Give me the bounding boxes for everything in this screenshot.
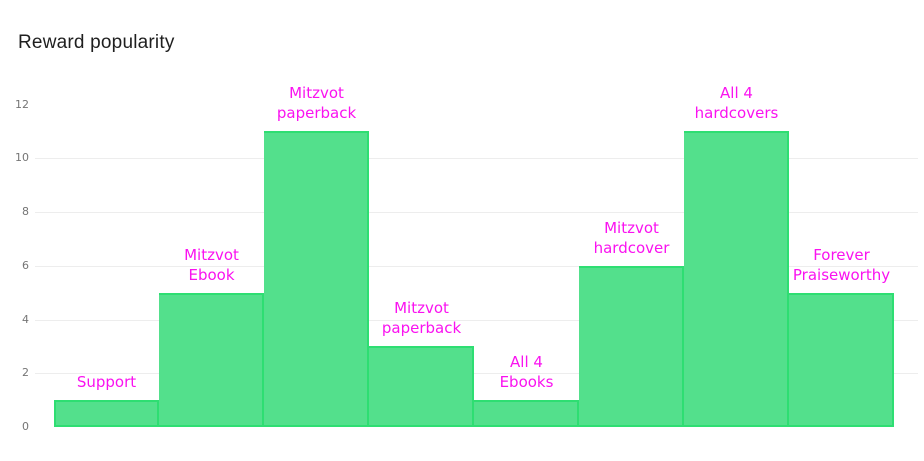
gridline-y8 bbox=[35, 212, 918, 213]
bar-label-line: All 4 bbox=[510, 353, 543, 371]
bar-label-line: Ebooks bbox=[499, 373, 554, 391]
bar-label-line: Forever bbox=[813, 246, 870, 264]
y-axis-tick-6: 6 bbox=[22, 259, 29, 272]
bar-label-5: Mitzvot hardcover bbox=[594, 218, 670, 258]
bar-label-line: Mitzvot bbox=[184, 246, 239, 264]
bar-label-line: Mitzvot bbox=[394, 299, 449, 317]
bar-all-4-ebooks-4[interactable] bbox=[474, 400, 579, 427]
y-axis-tick-12: 12 bbox=[15, 98, 29, 111]
bar-label-line: All 4 bbox=[720, 84, 753, 102]
gridline-y10 bbox=[35, 158, 918, 159]
bar-label-7: Forever Praiseworthy bbox=[793, 245, 890, 285]
gridline-y2 bbox=[35, 373, 918, 374]
bar-label-4: All 4 Ebooks bbox=[500, 352, 554, 392]
bar-support-0[interactable] bbox=[54, 400, 159, 427]
bar-label-line: Mitzvot bbox=[289, 84, 344, 102]
y-axis-tick-4: 4 bbox=[22, 313, 29, 326]
bar-mitzvot-hardcover-5[interactable] bbox=[579, 266, 684, 427]
bar-mitzvot-ebook-1[interactable] bbox=[159, 293, 264, 427]
bar-label-line: Support bbox=[76, 373, 137, 391]
gridline-y4 bbox=[35, 320, 918, 321]
bar-mitzvot-paperback-2[interactable] bbox=[264, 131, 369, 427]
bar-label-2: Mitzvot paperback bbox=[277, 83, 356, 123]
y-axis-tick-0: 0 bbox=[22, 420, 29, 433]
bar-label-line: hardcovers bbox=[694, 104, 779, 122]
bar-label-3: Mitzvot paperback bbox=[382, 298, 461, 338]
bar-label-6: All 4 hardcovers bbox=[695, 83, 779, 123]
chart-title: Reward popularity bbox=[18, 32, 175, 53]
bar-label-line: paperback bbox=[381, 319, 462, 337]
bar-forever-praiseworthy-7[interactable] bbox=[789, 293, 894, 427]
gridline-y6 bbox=[35, 266, 918, 267]
bar-label-line: paperback bbox=[276, 104, 357, 122]
bar-label-line: hardcover bbox=[593, 239, 670, 257]
bar-all-4-hardcovers-6[interactable] bbox=[684, 131, 789, 427]
bar-label-1: Mitzvot Ebook bbox=[184, 245, 239, 285]
y-axis-tick-2: 2 bbox=[22, 366, 29, 379]
y-axis-tick-8: 8 bbox=[22, 205, 29, 218]
bar-label-0: Support bbox=[77, 372, 136, 392]
bar-label-line: Mitzvot bbox=[604, 219, 659, 237]
bar-label-line: Ebook bbox=[188, 266, 235, 284]
bar-mitzvot-paperback-3[interactable] bbox=[369, 346, 474, 427]
bar-label-line: Praiseworthy bbox=[792, 266, 891, 284]
y-axis-tick-10: 10 bbox=[15, 151, 29, 164]
